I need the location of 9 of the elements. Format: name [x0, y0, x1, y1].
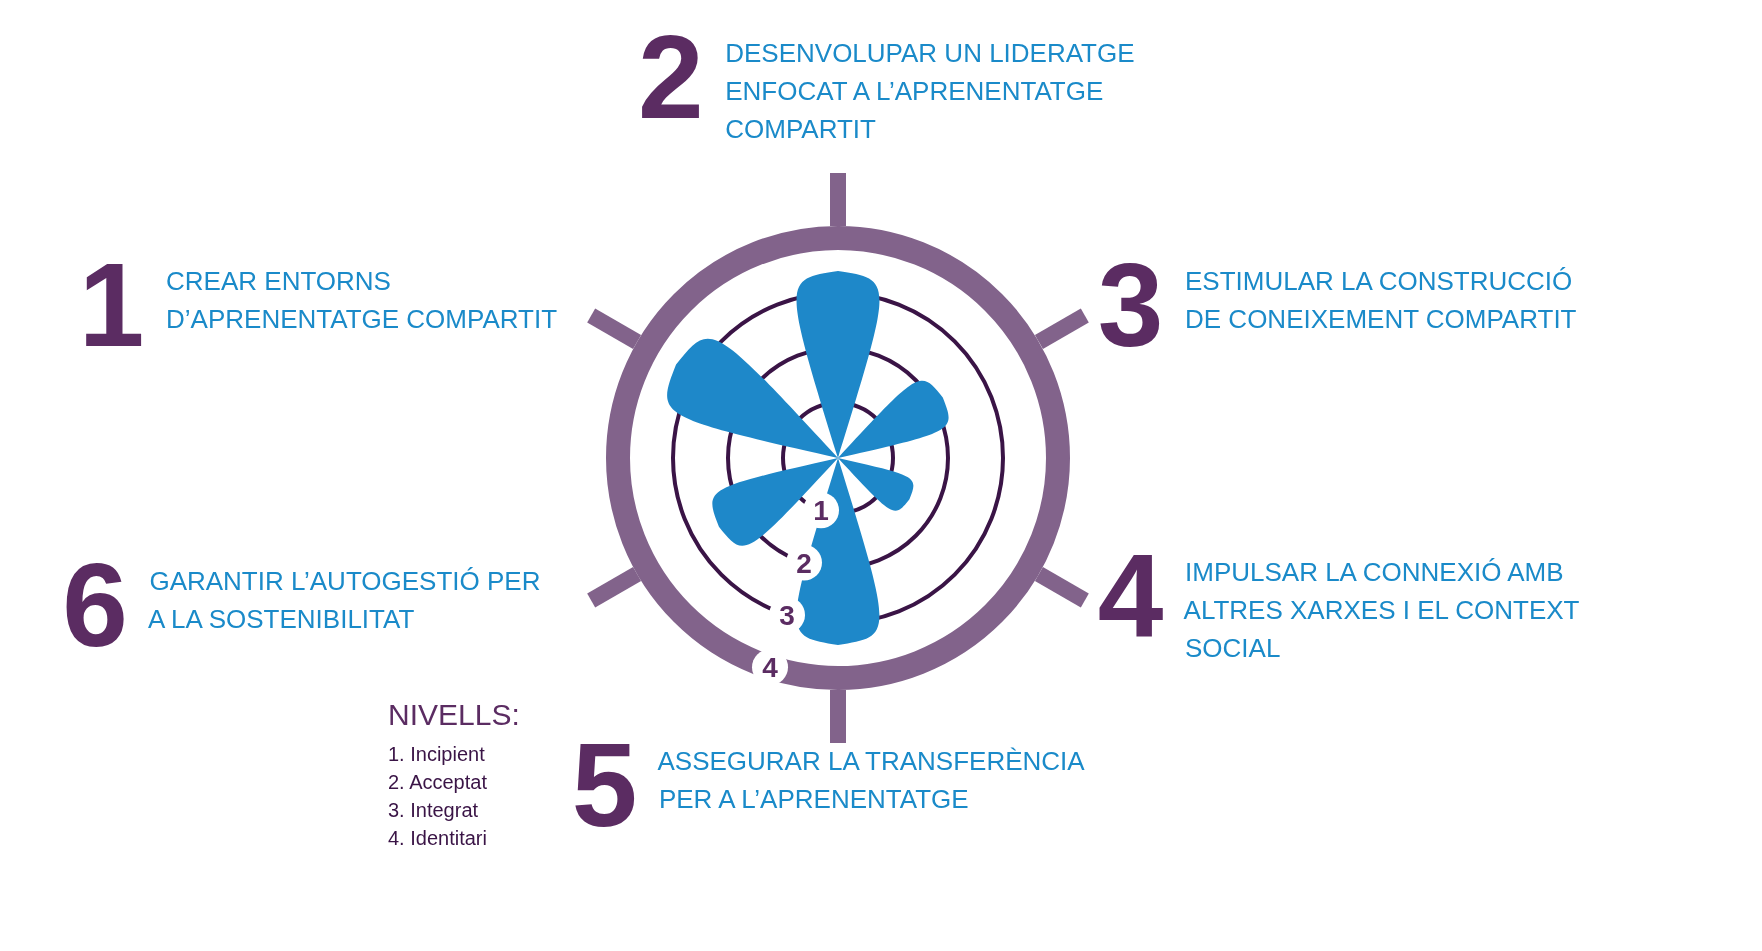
text: 4. Identitari	[388, 826, 488, 851]
y-tick-label: 3	[779, 599, 795, 631]
y-tick-label: 1	[813, 495, 829, 527]
y-tick-label: 4	[762, 652, 779, 684]
text: 2. Acceptat	[388, 770, 488, 795]
text: NIVELLS:	[388, 698, 520, 732]
text: 1. Incipient	[388, 742, 486, 767]
text: 3. Integrat	[388, 798, 480, 823]
y-tick-label: 2	[796, 547, 812, 579]
